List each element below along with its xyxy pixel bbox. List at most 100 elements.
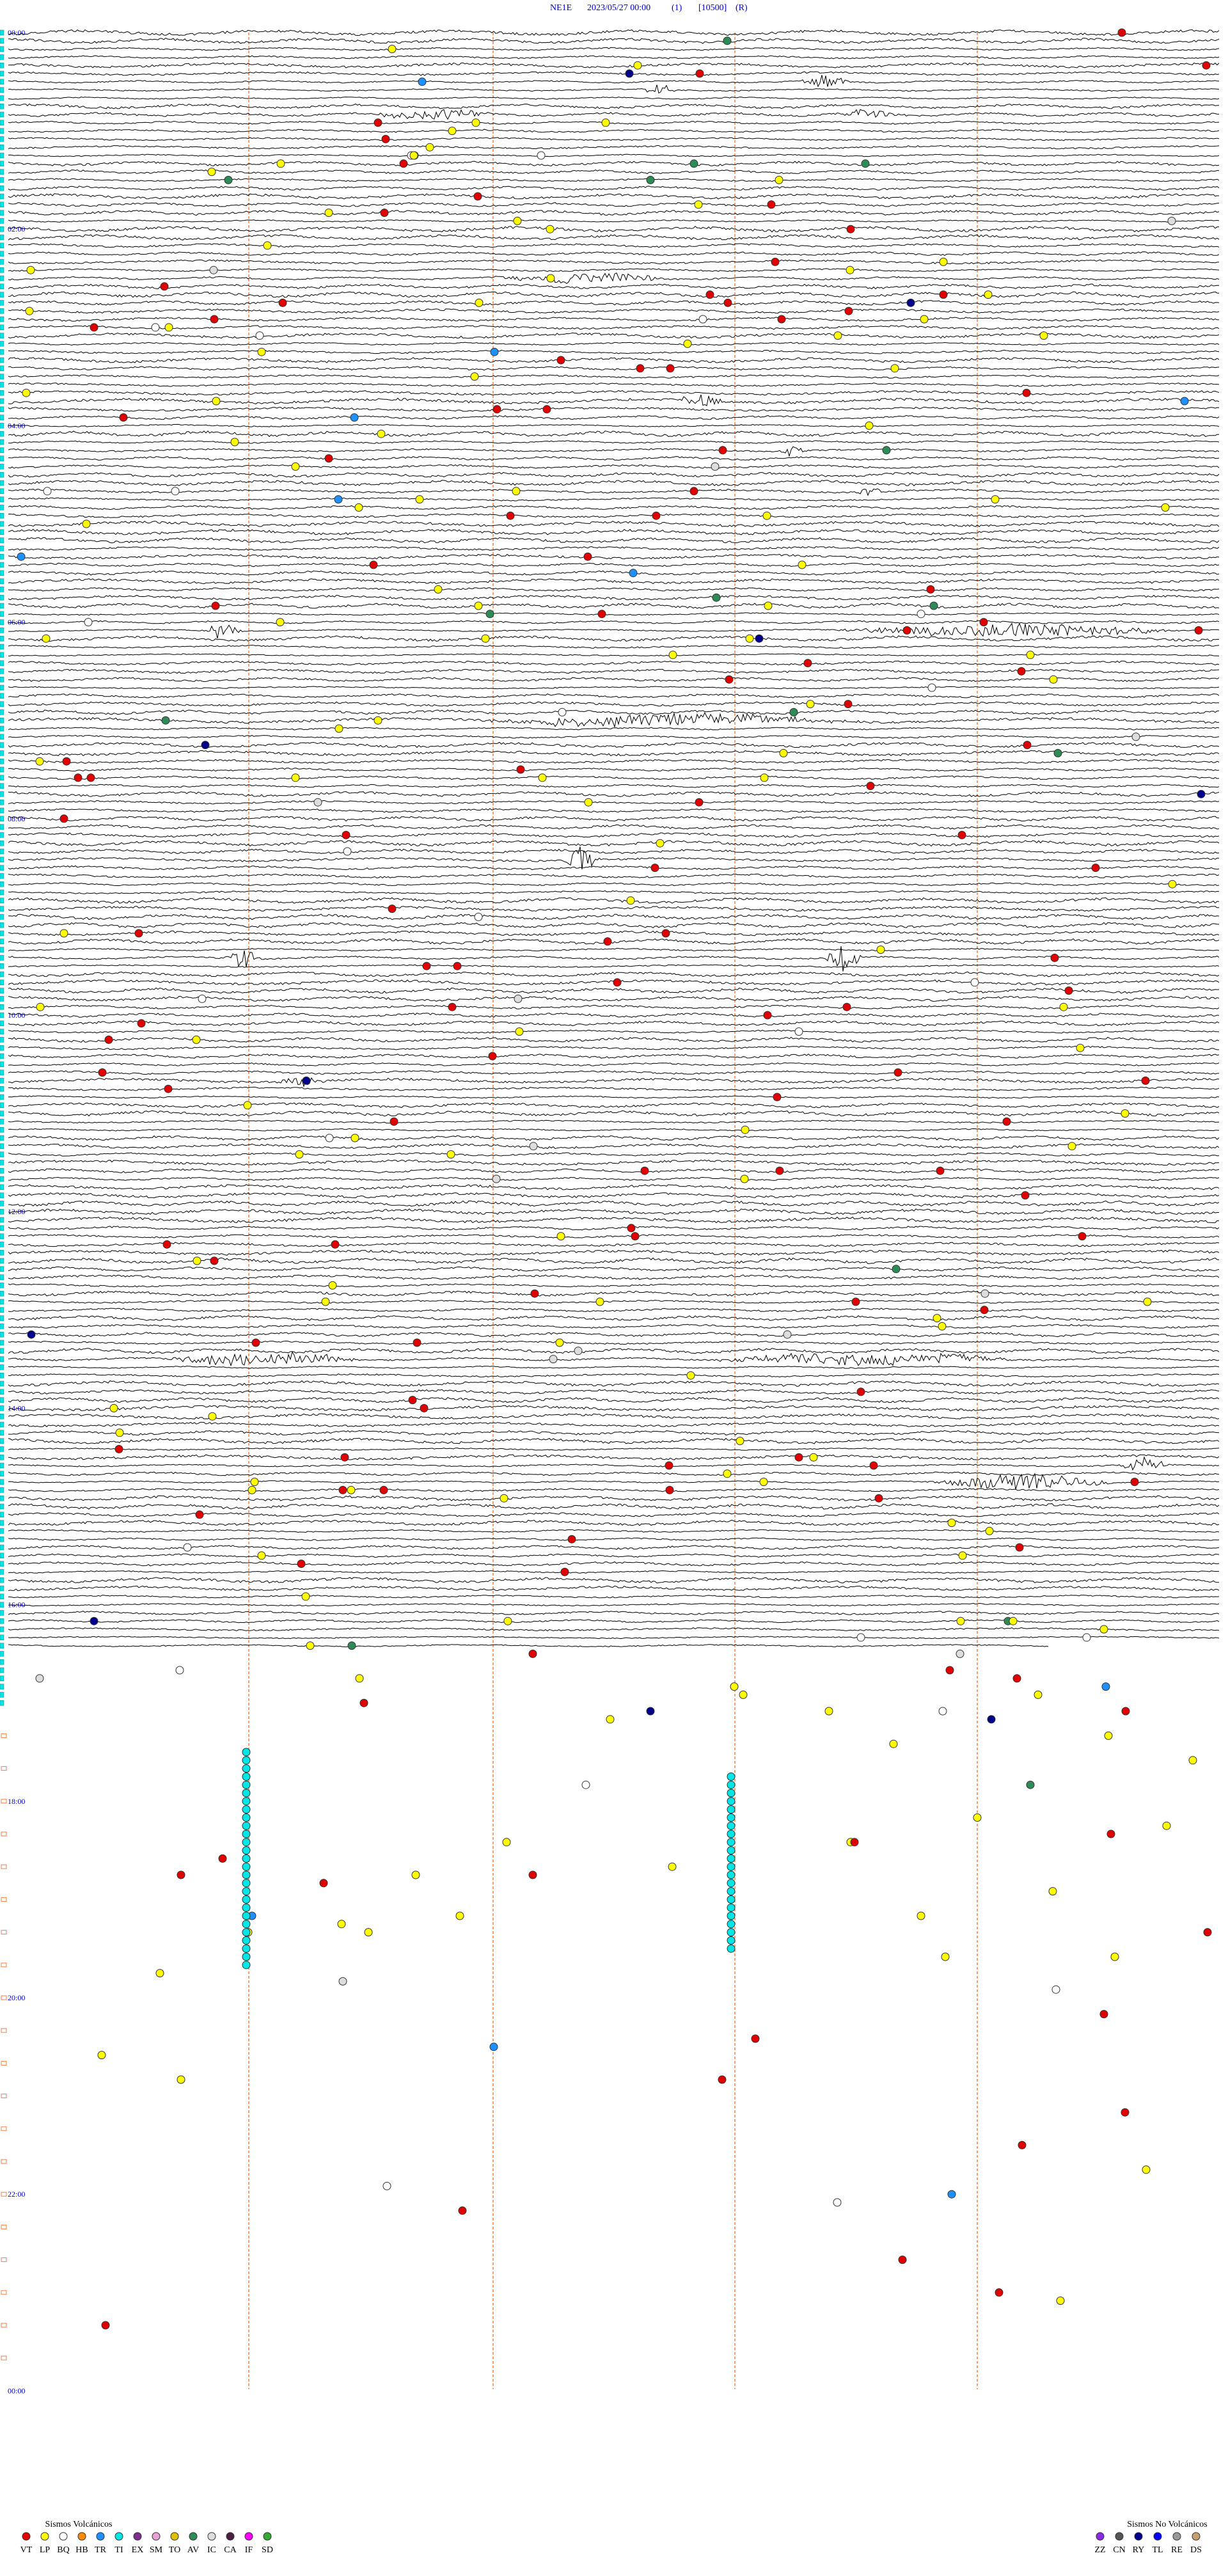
event-dot bbox=[775, 175, 783, 184]
event-dot bbox=[945, 1666, 954, 1675]
event-dot bbox=[115, 1428, 124, 1437]
trace bbox=[8, 1577, 1220, 1584]
event-dot bbox=[1142, 2165, 1151, 2174]
legend-label: AV bbox=[187, 2545, 199, 2555]
event-dot bbox=[856, 1633, 865, 1642]
event-dot bbox=[340, 1453, 349, 1462]
event-dot bbox=[1067, 1142, 1076, 1151]
event-dot bbox=[646, 175, 655, 184]
event-dot bbox=[665, 1485, 674, 1494]
legend-swatch bbox=[207, 2532, 216, 2541]
event-dot bbox=[1202, 61, 1211, 70]
row-marker bbox=[1, 2192, 7, 2197]
event-dot bbox=[161, 716, 170, 725]
event-dot bbox=[736, 1437, 744, 1446]
trace bbox=[8, 129, 1220, 133]
trace bbox=[8, 644, 1220, 649]
row-marker bbox=[0, 152, 4, 159]
event-dot bbox=[723, 298, 732, 307]
event-dot bbox=[626, 896, 635, 905]
trace bbox=[8, 178, 1220, 182]
trace bbox=[8, 635, 1220, 642]
row-marker bbox=[0, 1577, 4, 1583]
event-dot bbox=[668, 651, 677, 660]
row-marker bbox=[1, 2323, 7, 2328]
row-marker bbox=[1, 2224, 7, 2229]
event-dot bbox=[866, 782, 875, 791]
row-marker bbox=[0, 79, 4, 85]
event-dot bbox=[876, 945, 885, 954]
trace bbox=[8, 243, 1220, 248]
event-dot bbox=[210, 1256, 219, 1265]
event-dot bbox=[1117, 28, 1126, 37]
trace bbox=[8, 1315, 1220, 1321]
event-dot bbox=[528, 1649, 537, 1658]
event-dot bbox=[36, 1002, 45, 1011]
event-dot bbox=[242, 1887, 251, 1896]
row-marker bbox=[0, 1553, 4, 1559]
row-marker bbox=[0, 1405, 4, 1411]
event-dot bbox=[794, 1027, 803, 1036]
event-dot bbox=[581, 1780, 590, 1789]
trace bbox=[8, 390, 1220, 396]
event-dot bbox=[473, 192, 482, 201]
event-dot bbox=[727, 1821, 736, 1830]
row-marker bbox=[0, 283, 4, 290]
row-marker bbox=[0, 234, 4, 241]
event-dot bbox=[613, 978, 622, 987]
row-marker bbox=[0, 1593, 4, 1600]
row-marker bbox=[0, 406, 4, 413]
row-marker bbox=[0, 734, 4, 740]
row-marker bbox=[0, 537, 4, 543]
row-marker bbox=[0, 1012, 4, 1018]
event-dot bbox=[155, 1969, 164, 1978]
event-dot bbox=[1050, 953, 1059, 962]
event-dot bbox=[759, 1478, 768, 1487]
row-marker bbox=[0, 1618, 4, 1624]
row-marker bbox=[0, 1283, 4, 1288]
row-marker bbox=[1, 1831, 7, 1837]
trace bbox=[8, 1054, 1220, 1059]
trace bbox=[8, 1413, 1220, 1419]
row-marker bbox=[0, 161, 4, 167]
trace bbox=[8, 1561, 1220, 1567]
event-dot bbox=[941, 1952, 950, 1961]
row-marker bbox=[0, 488, 4, 494]
event-dot bbox=[242, 1854, 251, 1863]
row-marker bbox=[0, 29, 4, 36]
row-marker bbox=[1, 2257, 7, 2263]
hour-label: 00:00 bbox=[8, 2386, 25, 2395]
trace bbox=[8, 890, 1220, 895]
trace bbox=[8, 1396, 1220, 1403]
trace bbox=[8, 1216, 1220, 1224]
event-dot bbox=[350, 413, 359, 422]
trace bbox=[8, 455, 1220, 461]
trace bbox=[8, 1471, 1220, 1476]
trace bbox=[8, 701, 1220, 707]
hour-label: 22:00 bbox=[8, 2190, 25, 2199]
legend-label: VT bbox=[20, 2545, 33, 2555]
event-dot bbox=[727, 1879, 736, 1888]
event-dot bbox=[890, 364, 899, 373]
row-marker bbox=[0, 144, 4, 150]
event-dot bbox=[1076, 1043, 1085, 1052]
event-dot bbox=[665, 1461, 673, 1470]
row-marker bbox=[0, 1544, 4, 1551]
row-marker bbox=[0, 562, 4, 568]
trace bbox=[8, 1473, 1220, 1490]
row-marker bbox=[0, 38, 4, 44]
event-dot bbox=[718, 2075, 727, 2084]
row-marker bbox=[0, 1585, 4, 1592]
trace bbox=[8, 268, 1220, 273]
trace bbox=[8, 357, 1220, 363]
trace bbox=[8, 1437, 1220, 1444]
station: NE1E bbox=[550, 3, 572, 13]
trace bbox=[8, 1389, 1220, 1395]
row-marker bbox=[0, 1160, 4, 1166]
row-marker bbox=[0, 1029, 4, 1034]
trace bbox=[8, 1200, 1220, 1207]
row-marker bbox=[0, 1249, 4, 1256]
row-marker bbox=[0, 922, 4, 928]
trace bbox=[8, 1208, 1219, 1215]
event-dot bbox=[338, 1485, 347, 1494]
